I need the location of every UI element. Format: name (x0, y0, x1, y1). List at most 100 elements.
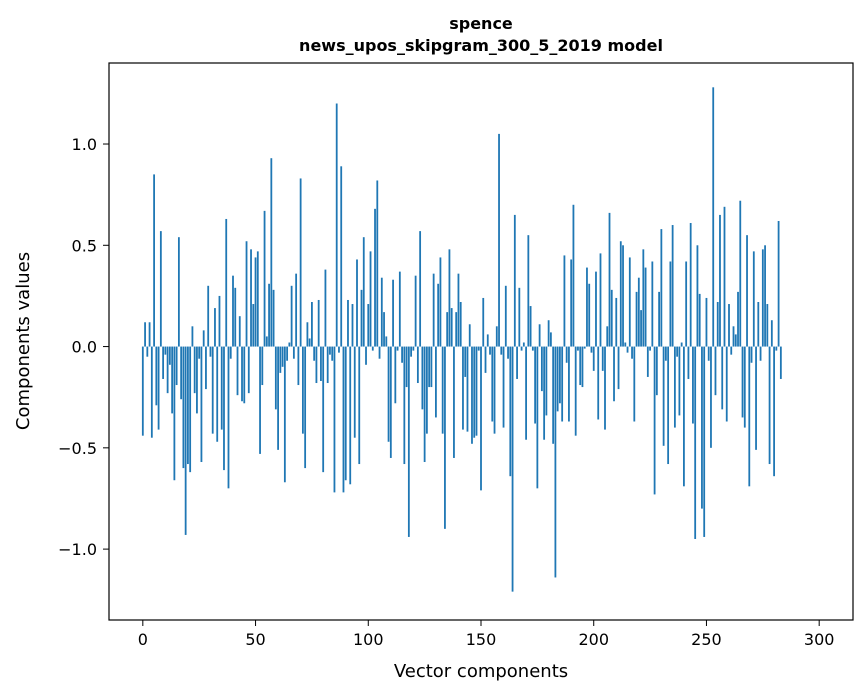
bar-227 (653, 346, 656, 495)
bar-174 (534, 346, 537, 424)
bar-88 (340, 166, 343, 347)
bar-175 (536, 346, 539, 489)
bar-170 (525, 346, 527, 440)
bar-21 (189, 346, 192, 473)
bar-77 (315, 346, 318, 384)
bar-11 (166, 346, 169, 394)
bar-35 (220, 346, 223, 430)
bar-34 (218, 295, 221, 347)
bar-190 (570, 259, 573, 347)
y-tick-label: −1.0 (58, 540, 97, 559)
bar-275 (761, 249, 764, 347)
bar-192 (574, 346, 577, 436)
bar-264 (737, 291, 739, 347)
bar-218 (633, 346, 636, 422)
bar-251 (707, 346, 710, 361)
x-tick-label: 300 (804, 630, 835, 649)
bar-189 (568, 346, 570, 422)
bar-232 (664, 346, 667, 361)
bar-230 (660, 229, 663, 347)
bar-276 (764, 245, 766, 347)
bar-46 (245, 241, 248, 347)
bar-90 (344, 346, 347, 481)
bar-97 (360, 289, 363, 347)
bar-228 (655, 346, 658, 396)
bar-73 (306, 322, 309, 347)
bar-184 (556, 346, 559, 412)
bar-7 (157, 346, 160, 430)
bar-235 (671, 225, 674, 347)
bar-216 (628, 257, 631, 347)
bar-131 (437, 283, 440, 347)
bar-183 (554, 346, 557, 578)
bar-47 (247, 346, 250, 394)
plot-frame (108, 62, 854, 621)
bar-8 (159, 231, 162, 347)
bar-72 (304, 346, 307, 469)
bar-223 (644, 267, 647, 347)
bar-273 (757, 302, 760, 347)
bar-136 (448, 249, 451, 347)
bar-268 (746, 235, 748, 347)
bar-200 (592, 346, 595, 371)
bar-163 (509, 346, 512, 477)
bar-57 (270, 158, 273, 347)
bar-53 (261, 346, 264, 386)
bar-60 (277, 346, 279, 450)
bar-125 (423, 346, 426, 463)
bar-36 (223, 346, 225, 471)
bar-267 (743, 346, 746, 428)
bar-188 (565, 346, 568, 363)
bar-185 (559, 346, 561, 404)
bar-3 (148, 322, 151, 347)
bar-153 (486, 334, 489, 347)
bar-259 (725, 346, 728, 422)
bar-214 (624, 342, 627, 347)
bar-233 (667, 346, 670, 465)
bar-229 (658, 291, 661, 347)
x-tick-label: 200 (578, 630, 609, 649)
bar-148 (475, 346, 478, 436)
bar-56 (268, 283, 270, 347)
bar-248 (701, 346, 703, 509)
bar-95 (356, 259, 358, 347)
bar-61 (279, 346, 282, 373)
bar-222 (642, 249, 645, 347)
bar-67 (292, 346, 295, 359)
x-tick-label: 250 (691, 630, 722, 649)
bar-100 (367, 304, 370, 347)
bar-83 (329, 346, 331, 355)
bar-81 (324, 269, 327, 347)
bar-79 (320, 346, 322, 381)
bar-68 (295, 273, 298, 347)
bar-42 (236, 346, 239, 396)
bar-247 (698, 293, 701, 347)
bar-139 (455, 312, 458, 347)
bar-16 (177, 237, 180, 347)
bar-237 (676, 346, 679, 357)
bar-266 (741, 346, 744, 418)
bar-30 (209, 346, 212, 357)
bar-176 (538, 324, 541, 347)
bar-245 (694, 346, 697, 539)
bar-54 (263, 210, 266, 347)
bar-130 (435, 346, 437, 418)
bar-231 (662, 346, 665, 446)
bar-278 (768, 346, 771, 465)
bar-52 (259, 346, 261, 454)
bar-37 (225, 218, 228, 347)
bar-261 (730, 346, 733, 355)
bar-203 (599, 253, 602, 347)
bar-135 (446, 312, 449, 347)
bar-255 (716, 302, 719, 347)
bar-271 (752, 251, 755, 347)
bar-193 (577, 346, 579, 351)
bar-157 (495, 326, 498, 347)
bar-194 (579, 346, 582, 386)
bar-244 (692, 346, 694, 424)
bar-144 (466, 346, 469, 432)
bar-0 (141, 346, 144, 436)
x-axis-label: Vector components (394, 661, 568, 682)
bar-217 (631, 346, 633, 359)
bar-161 (504, 285, 507, 347)
